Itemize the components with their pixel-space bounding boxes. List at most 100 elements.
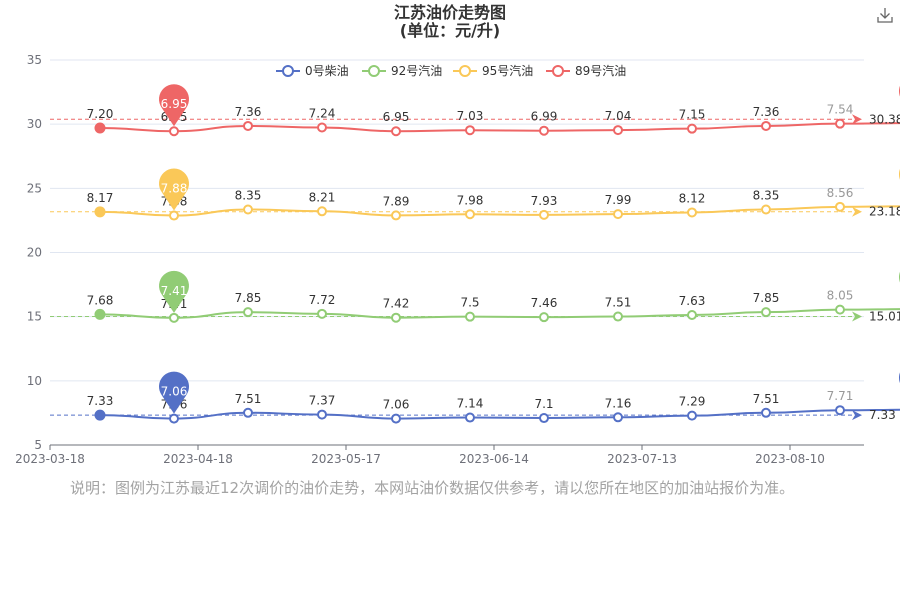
- y-tick-label: 5: [34, 438, 42, 452]
- data-label: 7.51: [235, 392, 262, 406]
- min-pin: [159, 270, 189, 313]
- data-label: 7.36: [753, 105, 780, 119]
- data-label: 7.93: [531, 194, 558, 208]
- x-tick-label: 2023-07-13: [607, 452, 677, 466]
- min-pin: [159, 371, 189, 414]
- data-point: [761, 307, 771, 318]
- data-point: [539, 125, 549, 136]
- data-point: [243, 120, 253, 131]
- data-label: 7.71: [827, 389, 854, 403]
- data-point: [613, 125, 623, 136]
- data-point: [835, 304, 845, 315]
- data-point: [317, 409, 327, 420]
- data-point: [687, 123, 697, 134]
- series-line: [99, 122, 900, 133]
- data-label: 7.63: [679, 294, 706, 308]
- legend-marker: [552, 65, 564, 77]
- x-tick-label: 2023-06-14: [459, 452, 529, 466]
- data-point: [835, 405, 845, 416]
- data-point: [835, 201, 845, 212]
- data-label: 7.33: [87, 394, 114, 408]
- data-point: [465, 311, 475, 322]
- data-label: 7.20: [87, 107, 114, 121]
- data-label: 7.24: [309, 107, 336, 121]
- data-point: [613, 209, 623, 220]
- data-label: 7.15: [679, 108, 706, 122]
- data-label: 7.42: [383, 297, 410, 311]
- oil-price-chart: 5 10 15 20 25 30 35 2023-03-18 2023-04-18 2023-05…: [15, 53, 900, 466]
- data-point: [94, 308, 106, 320]
- data-label: 8.35: [235, 189, 262, 203]
- data-point: [169, 126, 179, 137]
- data-label: 7.04: [605, 109, 632, 123]
- series-line: [99, 205, 900, 217]
- data-point: [539, 312, 549, 323]
- data-label: 7.37: [309, 394, 336, 408]
- data-point: [835, 118, 845, 129]
- series-line: [99, 408, 900, 420]
- data-label: 7.51: [753, 392, 780, 406]
- data-point: [317, 122, 327, 133]
- chart-note: 说明：图例为江苏最近12次调价的油价走势，本网站油价数据仅供参考，请以您所在地区…: [70, 479, 795, 497]
- data-label: 8.12: [679, 191, 706, 205]
- data-label: 6.99: [531, 110, 558, 124]
- data-point: [539, 413, 549, 424]
- data-point: [169, 312, 179, 323]
- x-tick-label: 2023-05-17: [311, 452, 381, 466]
- data-point: [761, 204, 771, 215]
- min-pin-label: 7.88: [161, 182, 188, 196]
- data-point: [687, 410, 697, 421]
- data-label: 7.5: [460, 296, 479, 310]
- data-point: [465, 209, 475, 220]
- y-tick-label: 35: [27, 53, 42, 67]
- average-label: 30.38: [869, 112, 900, 126]
- min-pin-label: 6.95: [161, 97, 188, 111]
- data-point: [761, 407, 771, 418]
- average-arrow: [852, 114, 862, 125]
- min-pin: [158, 168, 190, 211]
- data-label: 7.36: [235, 105, 262, 119]
- chart-title: 江苏油价走势图: [393, 3, 506, 22]
- data-point: [243, 307, 253, 318]
- y-tick-label: 15: [27, 310, 42, 324]
- data-point: [687, 207, 697, 218]
- data-label: 8.21: [309, 190, 336, 204]
- data-point: [391, 126, 401, 137]
- data-point: [169, 413, 179, 424]
- data-point: [94, 206, 106, 218]
- data-label: 7.46: [531, 296, 558, 310]
- data-label: 8.56: [827, 186, 854, 200]
- data-label: 7.54: [827, 103, 854, 117]
- average-label: 15.01: [869, 310, 900, 324]
- data-point: [465, 412, 475, 423]
- legend-label: 0号柴油: [305, 64, 349, 78]
- data-label: 7.51: [605, 296, 632, 310]
- average-arrow: [852, 410, 862, 421]
- data-label: 7.03: [457, 109, 484, 123]
- data-label: 7.16: [605, 396, 632, 410]
- data-label: 7.1: [534, 397, 553, 411]
- download-button[interactable]: [876, 6, 894, 24]
- average-arrow: [852, 206, 862, 217]
- data-label: 7.72: [309, 293, 336, 307]
- data-point: [687, 309, 697, 320]
- min-pin: [159, 84, 189, 127]
- legend-label: 92号汽油: [391, 63, 442, 78]
- data-point: [613, 311, 623, 322]
- min-pin-label: 7.06: [161, 385, 188, 399]
- data-label: 7.98: [457, 193, 484, 207]
- legend-marker: [368, 65, 380, 77]
- x-tick-label: 2023-03-18: [15, 452, 85, 466]
- y-tick-label: 25: [27, 181, 42, 195]
- data-point: [94, 122, 106, 134]
- data-label: 7.99: [605, 193, 632, 207]
- data-label: 8.17: [87, 191, 114, 205]
- x-tick-label: 2023-08-10: [755, 452, 825, 466]
- data-point: [317, 308, 327, 319]
- chart-subtitle: (单位：元/升): [399, 21, 501, 40]
- data-label: 7.14: [457, 397, 484, 411]
- data-point: [539, 209, 549, 220]
- average-label: 23.18: [869, 205, 900, 219]
- data-label: 7.89: [383, 194, 410, 208]
- data-point: [243, 204, 253, 215]
